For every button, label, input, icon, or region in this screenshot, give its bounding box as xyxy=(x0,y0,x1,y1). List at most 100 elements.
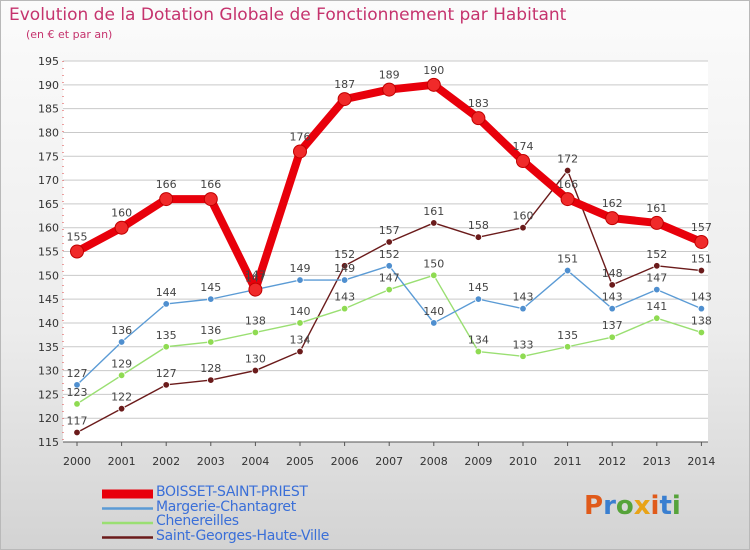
y-tick-label: 150 xyxy=(38,269,59,282)
data-label: 151 xyxy=(691,253,712,266)
chart-title: Evolution de la Dotation Globale de Fonc… xyxy=(9,5,567,25)
y-tick-label: 140 xyxy=(38,317,59,330)
data-label: 130 xyxy=(245,353,266,366)
data-point xyxy=(608,333,616,341)
data-label: 143 xyxy=(602,291,623,304)
data-point xyxy=(207,376,215,384)
legend-label: Saint-Georges-Haute-Ville xyxy=(156,527,330,544)
logo-letter: x xyxy=(633,491,651,521)
data-label: 176 xyxy=(290,130,311,143)
data-point xyxy=(608,281,616,289)
y-tick-label: 195 xyxy=(38,55,59,68)
data-label: 127 xyxy=(156,367,177,380)
data-label: 161 xyxy=(423,205,444,218)
data-point xyxy=(73,400,81,408)
x-tick-label: 2004 xyxy=(241,455,269,468)
y-tick-label: 180 xyxy=(38,126,59,139)
data-point xyxy=(162,300,170,308)
x-tick-label: 2014 xyxy=(687,455,715,468)
y-tick-label: 155 xyxy=(38,246,59,259)
data-label: 148 xyxy=(602,267,623,280)
x-tick-label: 2008 xyxy=(420,455,448,468)
data-point xyxy=(251,328,260,337)
data-label: 150 xyxy=(423,257,444,270)
data-label: 166 xyxy=(156,178,177,191)
data-point xyxy=(340,276,349,284)
data-label: 160 xyxy=(111,207,132,220)
data-point xyxy=(117,371,126,380)
data-label: 136 xyxy=(200,324,221,337)
data-label: 147 xyxy=(379,272,400,285)
y-tick-label: 135 xyxy=(38,341,59,354)
data-point xyxy=(385,285,393,294)
data-label: 147 xyxy=(245,272,266,285)
data-label: 147 xyxy=(245,269,266,282)
data-point xyxy=(385,238,393,246)
logo-letter: t xyxy=(659,491,672,521)
data-label: 145 xyxy=(468,281,489,294)
data-point xyxy=(70,244,84,259)
data-point xyxy=(653,285,661,294)
data-label: 187 xyxy=(334,78,355,91)
logo-letter: r xyxy=(603,491,616,521)
y-tick-label: 115 xyxy=(38,436,59,449)
data-label: 144 xyxy=(156,286,177,299)
x-tick-label: 2000 xyxy=(63,455,91,468)
data-point xyxy=(117,404,126,413)
data-label: 190 xyxy=(423,64,444,77)
data-point xyxy=(649,215,664,230)
logo-letter: o xyxy=(615,491,634,521)
y-tick-label: 120 xyxy=(38,412,59,425)
data-point xyxy=(426,77,441,92)
x-tick-label: 2013 xyxy=(643,455,671,468)
data-point xyxy=(430,271,438,280)
y-tick-label: 185 xyxy=(38,103,59,116)
data-label: 152 xyxy=(334,248,355,261)
data-label: 143 xyxy=(513,291,534,304)
data-point xyxy=(697,266,706,275)
data-point xyxy=(337,92,352,107)
data-label: 133 xyxy=(513,338,534,351)
data-point xyxy=(114,220,129,235)
data-point xyxy=(293,144,307,159)
data-point xyxy=(162,381,170,389)
x-tick-label: 2011 xyxy=(554,455,582,468)
legend-label: Chenereilles xyxy=(156,513,239,529)
data-label: 147 xyxy=(646,272,667,285)
y-tick-label: 160 xyxy=(38,222,59,235)
x-tick-label: 2010 xyxy=(509,455,537,468)
chart-subtitle: (en € et par an) xyxy=(26,28,113,41)
y-tick-label: 175 xyxy=(38,150,59,163)
data-label: 149 xyxy=(334,262,355,275)
data-point xyxy=(516,154,530,169)
x-tick-label: 2003 xyxy=(197,455,225,468)
data-label: 160 xyxy=(513,210,534,223)
data-point xyxy=(697,328,706,337)
data-point xyxy=(117,338,126,346)
logo-letter: P xyxy=(584,491,604,521)
data-point xyxy=(653,262,661,270)
data-label: 138 xyxy=(691,314,712,327)
data-point xyxy=(519,304,527,313)
data-label: 161 xyxy=(646,202,667,215)
data-point xyxy=(560,192,575,207)
data-label: 128 xyxy=(200,362,221,375)
data-label: 166 xyxy=(557,178,578,191)
data-label: 155 xyxy=(67,231,88,244)
data-label: 152 xyxy=(379,248,400,261)
y-tick-label: 190 xyxy=(38,79,59,92)
data-point xyxy=(296,319,304,327)
data-label: 174 xyxy=(513,140,534,153)
data-label: 122 xyxy=(111,391,132,404)
data-point xyxy=(296,347,304,356)
data-point xyxy=(73,381,81,389)
data-label: 189 xyxy=(379,69,400,82)
data-label: 158 xyxy=(468,219,489,232)
logo-letter: i xyxy=(650,491,660,521)
data-point xyxy=(474,295,483,303)
data-label: 151 xyxy=(557,253,578,266)
data-point xyxy=(159,192,174,207)
data-label: 183 xyxy=(468,97,489,110)
